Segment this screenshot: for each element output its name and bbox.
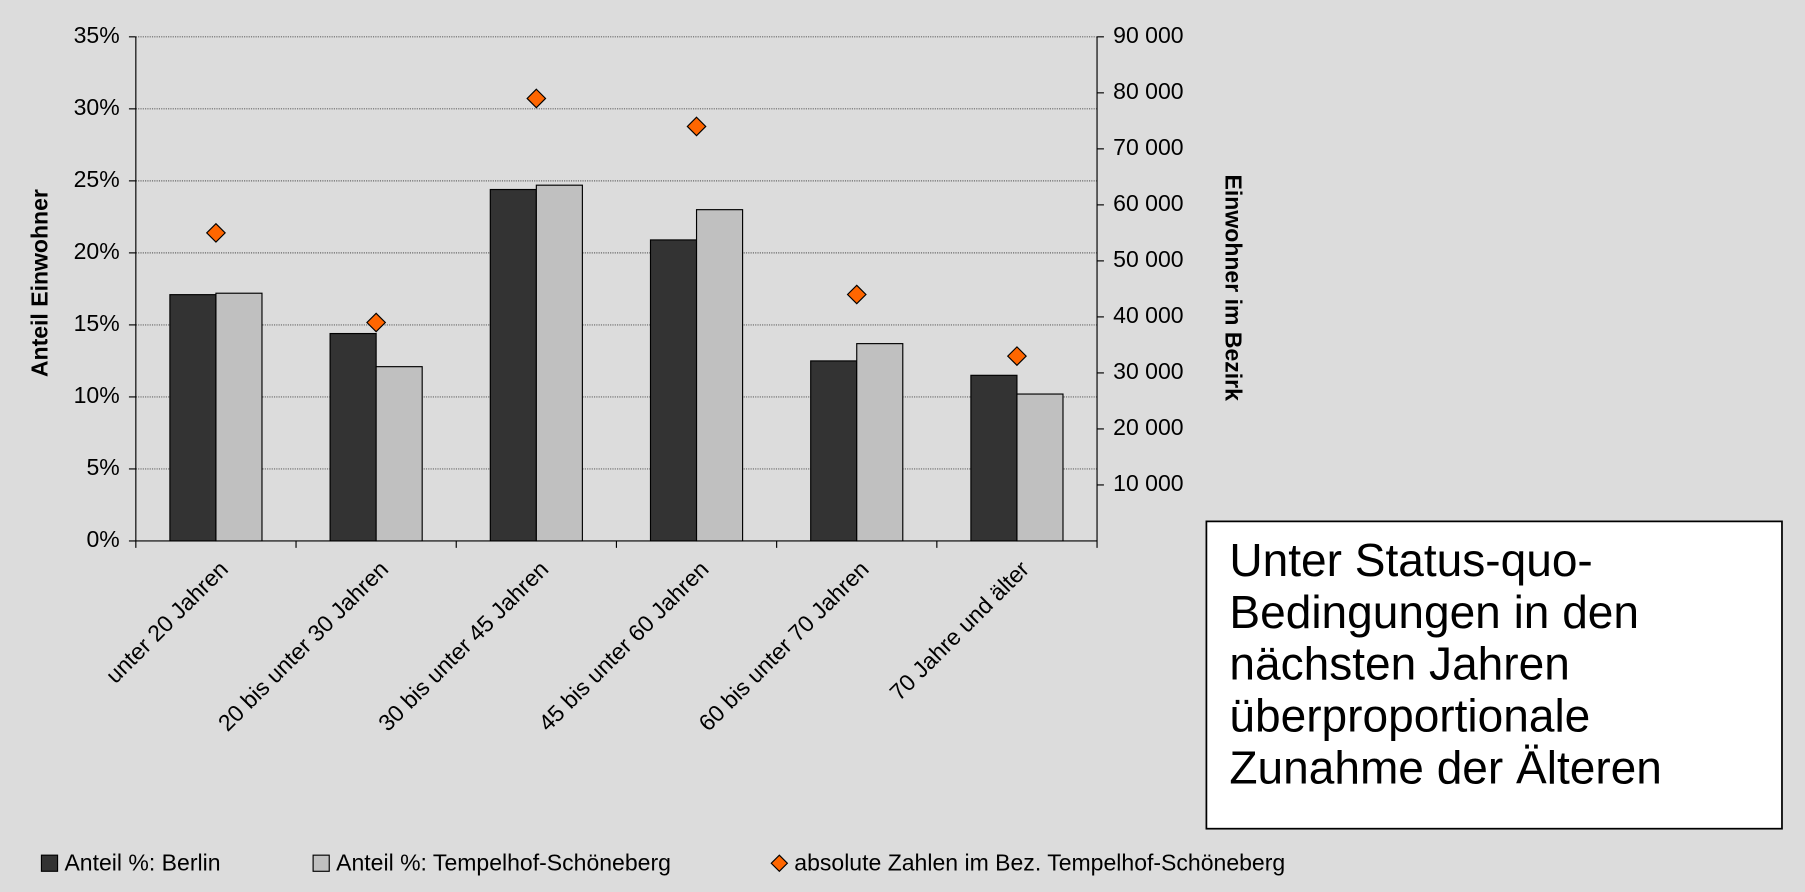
y-tick-label: 10%: [74, 382, 120, 408]
legend-swatch: [770, 854, 789, 873]
bar: [169, 294, 217, 542]
y2-tick-label: 40 000: [1113, 302, 1183, 328]
legend-label: absolute Zahlen im Bez. Tempelhof-Schöne…: [794, 849, 1285, 875]
annotation-line: Zunahme der Älteren: [1229, 741, 1661, 793]
annotation-line: Unter Status-quo-: [1229, 534, 1592, 586]
bar: [215, 292, 263, 542]
bar: [535, 184, 583, 542]
bar: [970, 374, 1018, 542]
y-tick-label: 25%: [74, 166, 120, 192]
y2-tick-label: 10 000: [1113, 470, 1183, 496]
bar: [375, 366, 423, 542]
y2-tick-label: 90 000: [1113, 22, 1183, 48]
y2-tick-label: 80 000: [1113, 78, 1183, 104]
y2-tick-label: 20 000: [1113, 414, 1183, 440]
bar: [329, 332, 377, 542]
marker: [366, 312, 387, 333]
bar: [1016, 393, 1064, 542]
y-tick-label: 20%: [74, 238, 120, 264]
legend-swatch: [40, 854, 59, 872]
y-tick-label: 0%: [86, 526, 119, 552]
legend-swatch: [312, 854, 330, 872]
bar: [856, 343, 904, 542]
marker: [686, 116, 707, 137]
marker: [1006, 346, 1027, 367]
y-tick-label: 15%: [74, 310, 120, 336]
legend-label: Anteil %: Berlin: [64, 849, 220, 875]
y2-tick-label: 50 000: [1113, 246, 1183, 272]
legend-label: Anteil %: Tempelhof-Schöneberg: [336, 849, 671, 875]
y2-tick-label: 60 000: [1113, 190, 1183, 216]
bar: [810, 360, 858, 542]
y-axis-label: Anteil Einwohner: [27, 189, 53, 377]
y-tick-label: 30%: [74, 94, 120, 120]
bar: [695, 209, 744, 542]
y-tick-label: 5%: [86, 454, 119, 480]
marker: [526, 88, 547, 109]
annotation-line: Bedingungen in den: [1229, 586, 1639, 638]
marker: [205, 222, 226, 243]
annotation-line: überproportionale: [1229, 690, 1590, 742]
y-tick-label: 35%: [74, 22, 120, 48]
y2-axis-label: Einwohner im Bezirk: [1221, 175, 1247, 402]
y2-tick-label: 70 000: [1113, 134, 1183, 160]
annotation-box: [1205, 520, 1783, 830]
bar: [489, 188, 537, 542]
marker: [846, 284, 867, 305]
bar: [649, 239, 698, 542]
y2-tick-label: 30 000: [1113, 358, 1183, 384]
annotation-line: nächsten Jahren: [1229, 638, 1569, 690]
